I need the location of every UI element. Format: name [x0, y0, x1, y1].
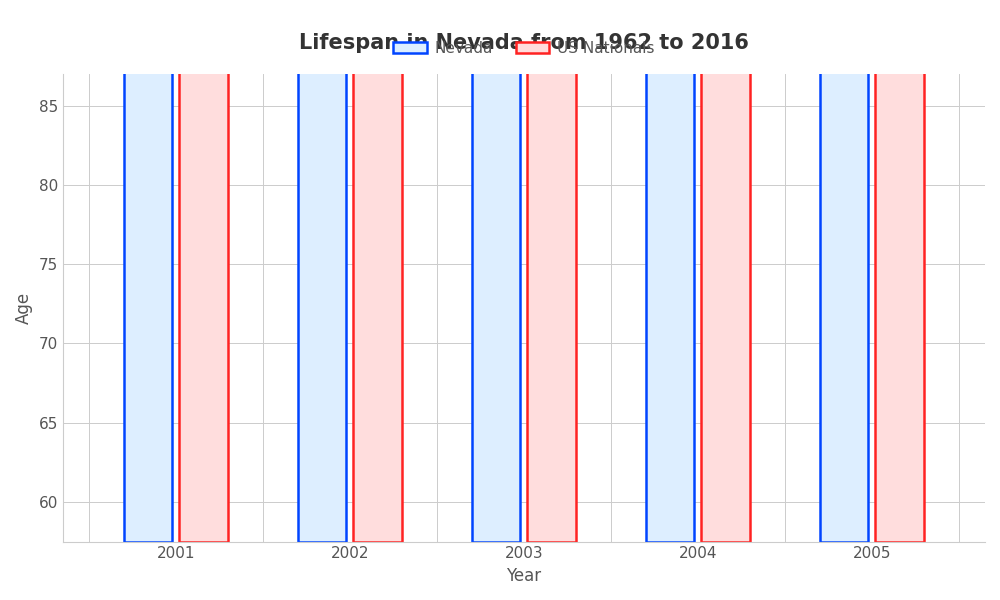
Bar [298, 0, 346, 542]
Bar [353, 0, 402, 542]
Title: Lifespan in Nevada from 1962 to 2016: Lifespan in Nevada from 1962 to 2016 [299, 33, 749, 53]
Bar [820, 0, 868, 542]
Bar [124, 0, 172, 542]
Bar [179, 0, 228, 542]
Bar [646, 0, 694, 542]
Legend: Nevada, US Nationals: Nevada, US Nationals [387, 35, 661, 62]
Bar [701, 0, 750, 542]
Y-axis label: Age: Age [15, 292, 33, 324]
Bar [472, 0, 520, 542]
X-axis label: Year: Year [506, 567, 541, 585]
Bar [875, 0, 924, 542]
Bar [527, 0, 576, 542]
